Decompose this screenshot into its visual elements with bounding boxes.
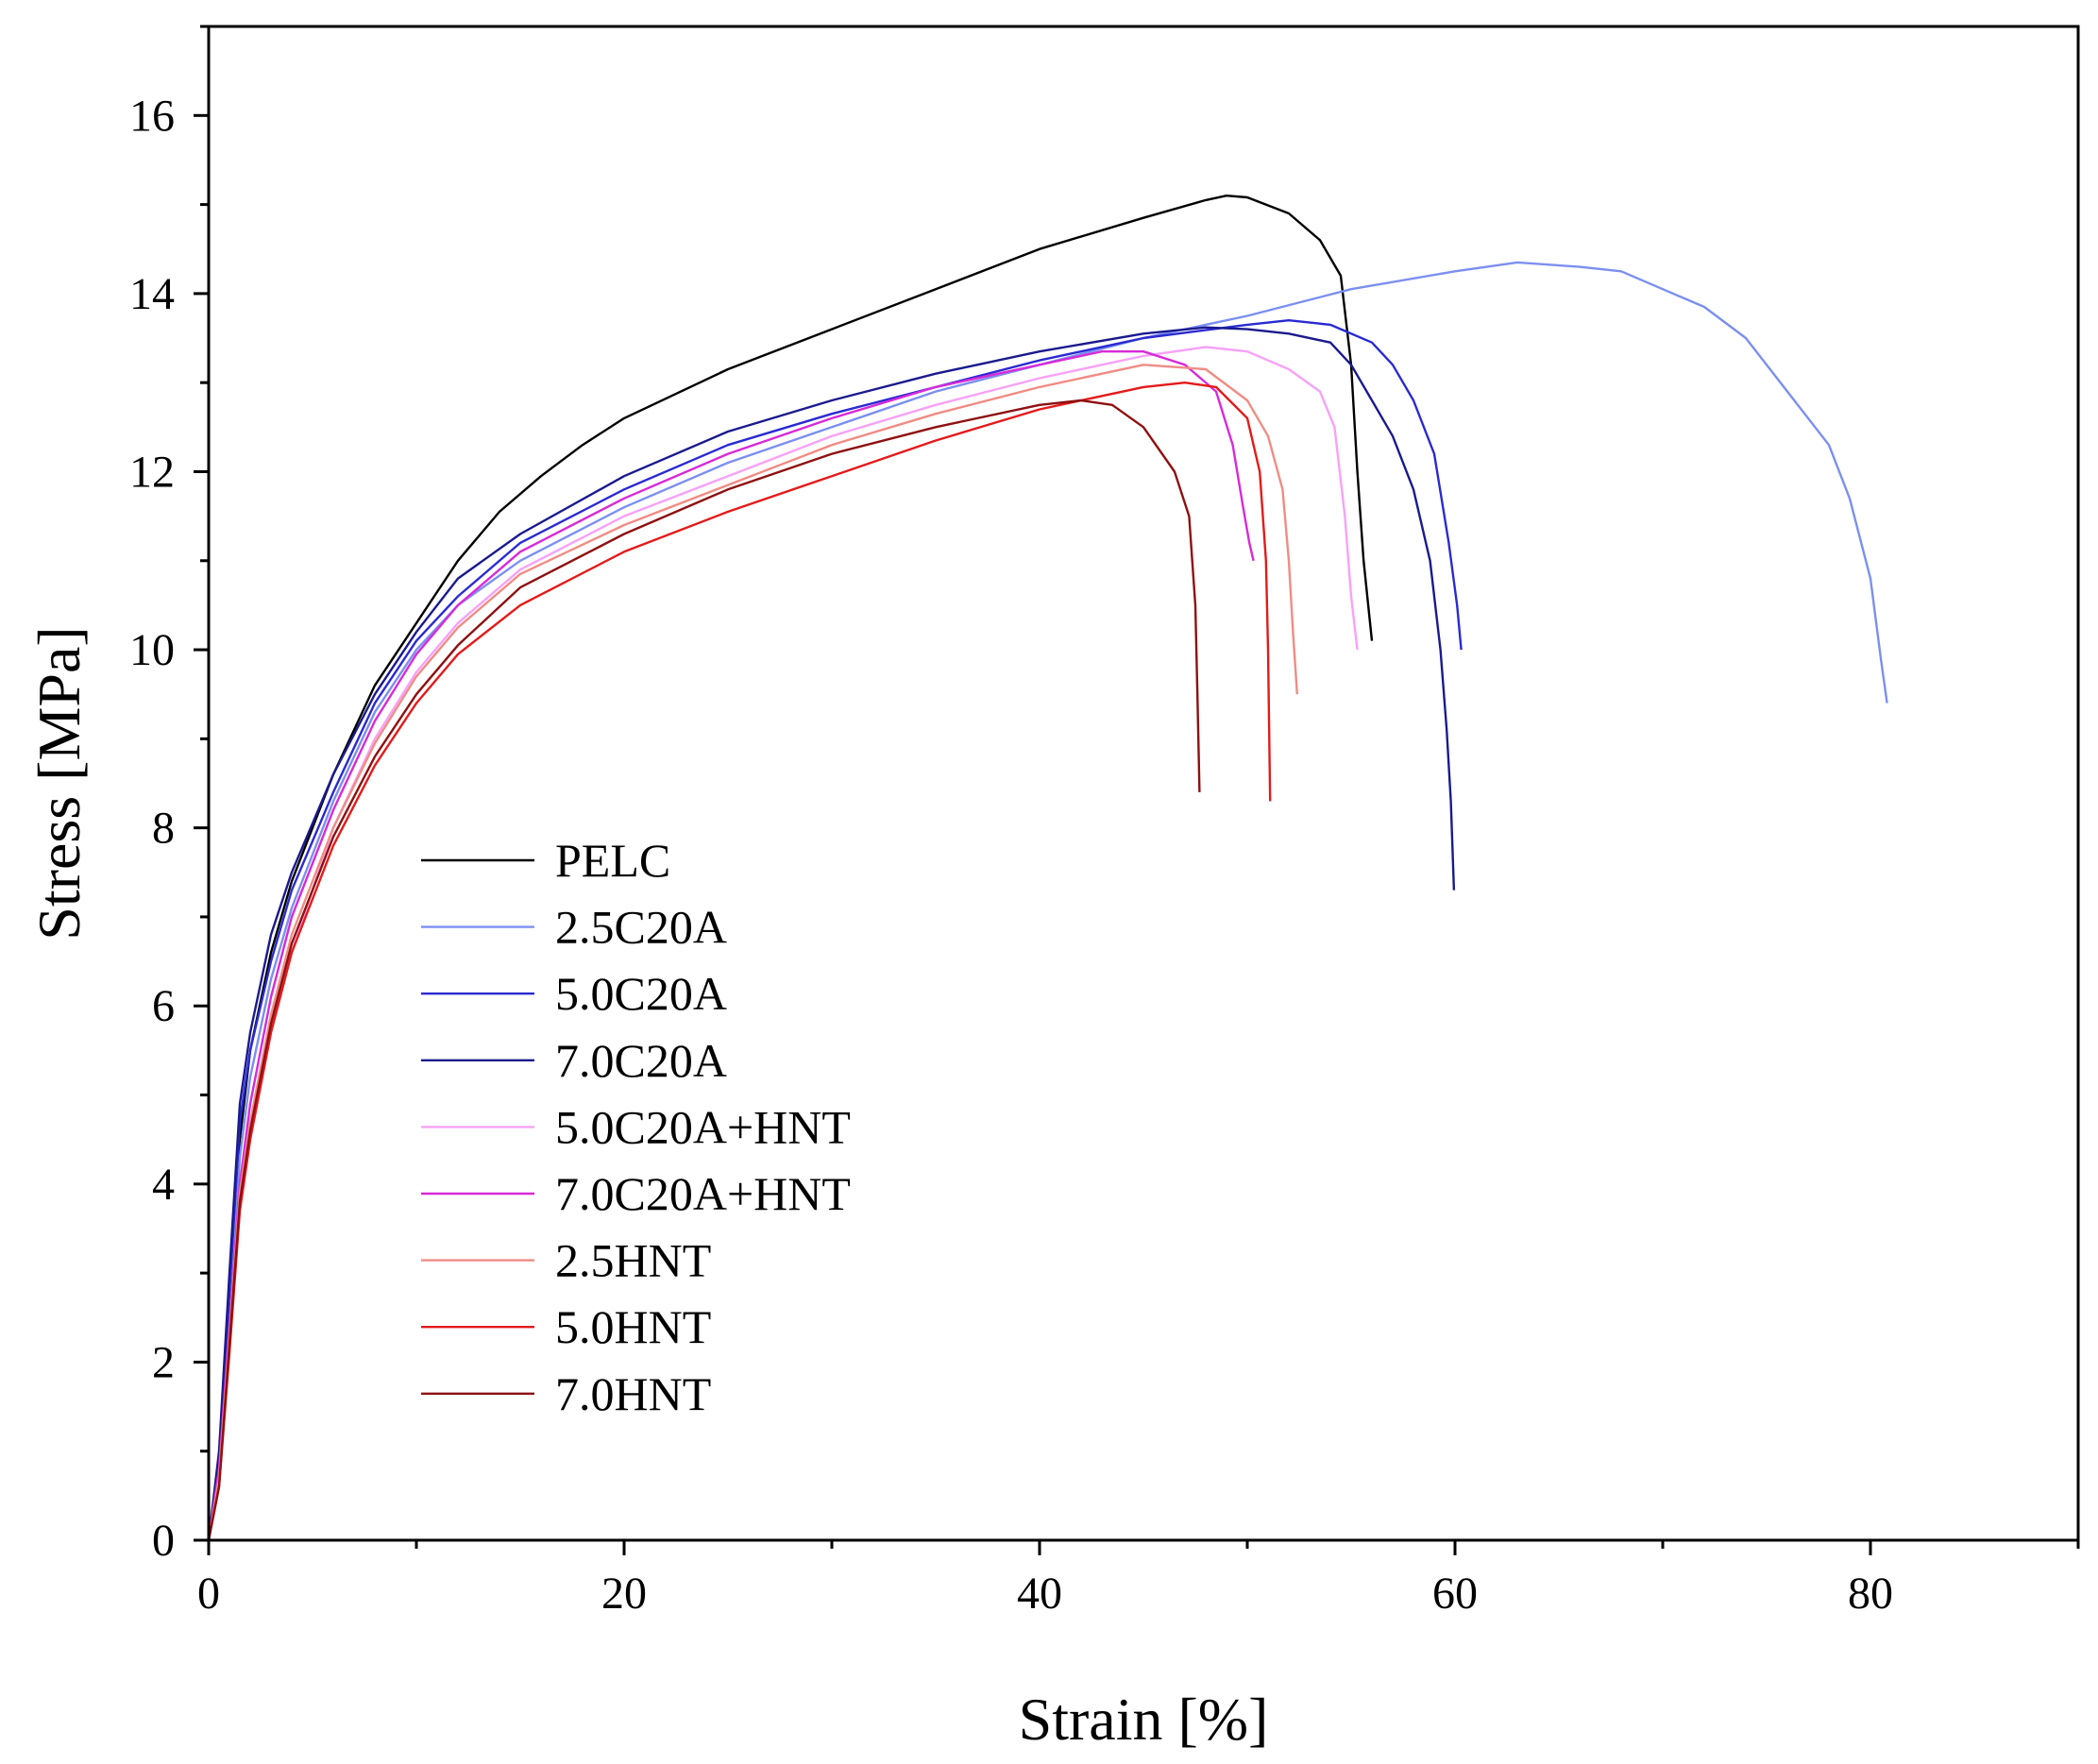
legend-label: 5.0HNT [555, 1300, 711, 1353]
series-line-8 [207, 399, 1201, 1541]
series-line-7 [207, 382, 1272, 1541]
legend-label: 7.0C20A+HNT [555, 1167, 851, 1220]
y-tick-label: 2 [152, 1337, 175, 1387]
legend-label: 2.5HNT [555, 1234, 711, 1287]
series-line-5 [207, 350, 1255, 1541]
y-tick-label: 8 [152, 804, 175, 854]
y-axis-title: Stress [MPa] [25, 626, 93, 940]
y-tick-label: 12 [129, 447, 175, 497]
legend-label: 5.0C20A [555, 967, 727, 1020]
series-layer [207, 195, 1888, 1541]
y-tick-label: 14 [129, 269, 175, 319]
legend-label: 5.0C20A+HNT [555, 1100, 851, 1153]
y-tick-label: 0 [152, 1516, 175, 1566]
y-tick-label: 4 [152, 1160, 175, 1210]
series-line-3 [207, 326, 1456, 1541]
x-axis-title: Strain [%] [1019, 1686, 1269, 1753]
axis-ticks: 0 20 40 60 80 0 2 4 6 8 10 12 14 16 [129, 25, 2080, 1619]
x-tick-label: 0 [197, 1569, 220, 1619]
x-tick-label: 20 [601, 1569, 647, 1619]
plot-frame [207, 25, 2080, 1542]
y-tick-label: 16 [129, 91, 175, 141]
legend-label: PELC [555, 834, 670, 887]
series-line-6 [207, 364, 1298, 1541]
legend: PELC 2.5C20A 5.0C20A 7.0C20A 5.0C20A+HNT 7.0C… [421, 834, 851, 1420]
series-line-2 [207, 319, 1463, 1541]
legend-label: 7.0HNT [555, 1367, 711, 1420]
x-tick-label: 40 [1017, 1569, 1062, 1619]
x-tick-label: 80 [1848, 1569, 1893, 1619]
legend-label: 7.0C20A [555, 1034, 727, 1087]
x-tick-label: 60 [1432, 1569, 1478, 1619]
y-tick-label: 10 [129, 625, 175, 675]
series-line-0 [207, 195, 1374, 1541]
legend-label: 2.5C20A [555, 901, 727, 954]
y-tick-label: 6 [152, 981, 175, 1031]
